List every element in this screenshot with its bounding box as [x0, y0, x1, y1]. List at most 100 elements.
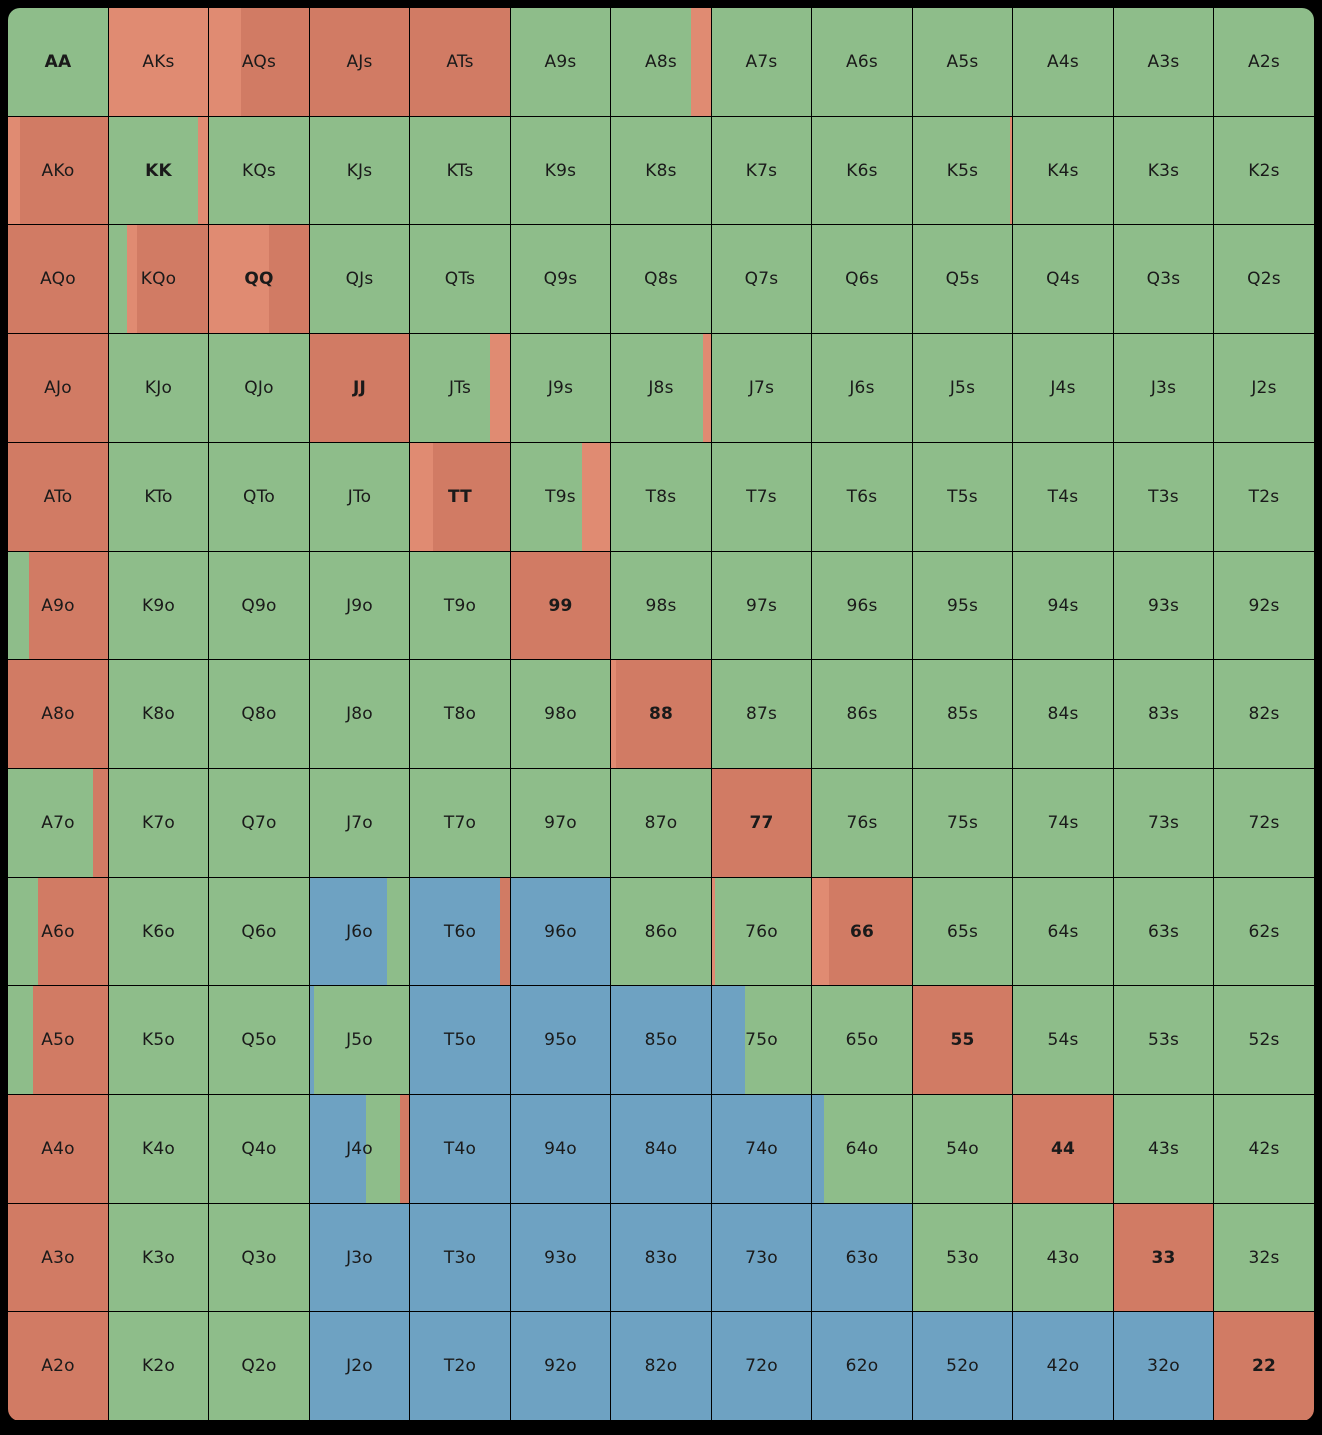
hand-cell-j2o[interactable]: J2o — [310, 1312, 409, 1420]
hand-cell-q2o[interactable]: Q2o — [209, 1312, 309, 1420]
hand-cell-kto[interactable]: KTo — [109, 443, 208, 551]
hand-cell-aks[interactable]: AKs — [109, 8, 208, 116]
hand-cell-t9s[interactable]: T9s — [511, 443, 610, 551]
hand-cell-qq[interactable]: QQ — [209, 225, 309, 333]
hand-cell-88[interactable]: 88 — [611, 660, 711, 768]
hand-cell-k6s[interactable]: K6s — [812, 117, 912, 224]
hand-cell-a3o[interactable]: A3o — [8, 1204, 108, 1311]
hand-cell-qto[interactable]: QTo — [209, 443, 309, 551]
hand-cell-t7o[interactable]: T7o — [410, 769, 510, 877]
hand-cell-t8s[interactable]: T8s — [611, 443, 711, 551]
hand-cell-kts[interactable]: KTs — [410, 117, 510, 224]
hand-cell-ajo[interactable]: AJo — [8, 334, 108, 442]
hand-cell-k9o[interactable]: K9o — [109, 552, 208, 659]
hand-cell-ats[interactable]: ATs — [410, 8, 510, 116]
hand-cell-43o[interactable]: 43o — [1013, 1204, 1113, 1311]
hand-cell-65s[interactable]: 65s — [913, 878, 1012, 985]
hand-cell-a6s[interactable]: A6s — [812, 8, 912, 116]
hand-cell-j5o[interactable]: J5o — [310, 986, 409, 1094]
hand-cell-a4s[interactable]: A4s — [1013, 8, 1113, 116]
hand-cell-73s[interactable]: 73s — [1114, 769, 1213, 877]
hand-cell-73o[interactable]: 73o — [712, 1204, 811, 1311]
hand-cell-72o[interactable]: 72o — [712, 1312, 811, 1420]
hand-cell-74s[interactable]: 74s — [1013, 769, 1113, 877]
hand-cell-q3o[interactable]: Q3o — [209, 1204, 309, 1311]
hand-cell-k5s[interactable]: K5s — [913, 117, 1012, 224]
hand-cell-a8o[interactable]: A8o — [8, 660, 108, 768]
hand-cell-63s[interactable]: 63s — [1114, 878, 1213, 985]
hand-cell-k7o[interactable]: K7o — [109, 769, 208, 877]
hand-cell-kjs[interactable]: KJs — [310, 117, 409, 224]
hand-cell-97o[interactable]: 97o — [511, 769, 610, 877]
hand-cell-tt[interactable]: TT — [410, 443, 510, 551]
hand-cell-t7s[interactable]: T7s — [712, 443, 811, 551]
hand-cell-j4s[interactable]: J4s — [1013, 334, 1113, 442]
hand-cell-q9s[interactable]: Q9s — [511, 225, 610, 333]
hand-cell-t8o[interactable]: T8o — [410, 660, 510, 768]
hand-cell-52s[interactable]: 52s — [1214, 986, 1314, 1094]
hand-cell-aqs[interactable]: AQs — [209, 8, 309, 116]
hand-cell-ajs[interactable]: AJs — [310, 8, 409, 116]
hand-cell-q9o[interactable]: Q9o — [209, 552, 309, 659]
hand-cell-a4o[interactable]: A4o — [8, 1095, 108, 1203]
hand-cell-62s[interactable]: 62s — [1214, 878, 1314, 985]
hand-cell-82s[interactable]: 82s — [1214, 660, 1314, 768]
hand-cell-j7s[interactable]: J7s — [712, 334, 811, 442]
hand-cell-a3s[interactable]: A3s — [1114, 8, 1213, 116]
hand-cell-75s[interactable]: 75s — [913, 769, 1012, 877]
hand-cell-q5s[interactable]: Q5s — [913, 225, 1012, 333]
hand-cell-k4s[interactable]: K4s — [1013, 117, 1113, 224]
hand-cell-84s[interactable]: 84s — [1013, 660, 1113, 768]
hand-cell-85s[interactable]: 85s — [913, 660, 1012, 768]
hand-cell-jj[interactable]: JJ — [310, 334, 409, 442]
hand-cell-k2s[interactable]: K2s — [1214, 117, 1314, 224]
hand-cell-42o[interactable]: 42o — [1013, 1312, 1113, 1420]
hand-cell-q5o[interactable]: Q5o — [209, 986, 309, 1094]
hand-cell-k3s[interactable]: K3s — [1114, 117, 1213, 224]
hand-cell-82o[interactable]: 82o — [611, 1312, 711, 1420]
hand-cell-65o[interactable]: 65o — [812, 986, 912, 1094]
hand-cell-94o[interactable]: 94o — [511, 1095, 610, 1203]
hand-cell-t4s[interactable]: T4s — [1013, 443, 1113, 551]
hand-cell-93s[interactable]: 93s — [1114, 552, 1213, 659]
hand-cell-62o[interactable]: 62o — [812, 1312, 912, 1420]
hand-cell-84o[interactable]: 84o — [611, 1095, 711, 1203]
hand-cell-kqs[interactable]: KQs — [209, 117, 309, 224]
hand-cell-76o[interactable]: 76o — [712, 878, 811, 985]
hand-cell-96s[interactable]: 96s — [812, 552, 912, 659]
hand-cell-jts[interactable]: JTs — [410, 334, 510, 442]
hand-cell-a6o[interactable]: A6o — [8, 878, 108, 985]
hand-cell-64s[interactable]: 64s — [1013, 878, 1113, 985]
hand-cell-95o[interactable]: 95o — [511, 986, 610, 1094]
hand-cell-j6s[interactable]: J6s — [812, 334, 912, 442]
hand-cell-a7o[interactable]: A7o — [8, 769, 108, 877]
hand-cell-86s[interactable]: 86s — [812, 660, 912, 768]
hand-cell-t5o[interactable]: T5o — [410, 986, 510, 1094]
hand-cell-94s[interactable]: 94s — [1013, 552, 1113, 659]
hand-cell-74o[interactable]: 74o — [712, 1095, 811, 1203]
hand-cell-t3s[interactable]: T3s — [1114, 443, 1213, 551]
hand-cell-54o[interactable]: 54o — [913, 1095, 1012, 1203]
hand-cell-52o[interactable]: 52o — [913, 1312, 1012, 1420]
hand-cell-87s[interactable]: 87s — [712, 660, 811, 768]
hand-cell-j6o[interactable]: J6o — [310, 878, 409, 985]
hand-cell-t9o[interactable]: T9o — [410, 552, 510, 659]
hand-cell-22[interactable]: 22 — [1214, 1312, 1314, 1420]
hand-cell-j5s[interactable]: J5s — [913, 334, 1012, 442]
hand-cell-77[interactable]: 77 — [712, 769, 811, 877]
hand-cell-k8s[interactable]: K8s — [611, 117, 711, 224]
hand-cell-53o[interactable]: 53o — [913, 1204, 1012, 1311]
hand-cell-q7s[interactable]: Q7s — [712, 225, 811, 333]
hand-cell-t2o[interactable]: T2o — [410, 1312, 510, 1420]
hand-cell-k5o[interactable]: K5o — [109, 986, 208, 1094]
hand-cell-k4o[interactable]: K4o — [109, 1095, 208, 1203]
hand-cell-t6s[interactable]: T6s — [812, 443, 912, 551]
hand-cell-98o[interactable]: 98o — [511, 660, 610, 768]
hand-cell-a9s[interactable]: A9s — [511, 8, 610, 116]
hand-cell-99[interactable]: 99 — [511, 552, 610, 659]
hand-cell-92s[interactable]: 92s — [1214, 552, 1314, 659]
hand-cell-j3o[interactable]: J3o — [310, 1204, 409, 1311]
hand-cell-j2s[interactable]: J2s — [1214, 334, 1314, 442]
hand-cell-a5o[interactable]: A5o — [8, 986, 108, 1094]
hand-cell-k6o[interactable]: K6o — [109, 878, 208, 985]
